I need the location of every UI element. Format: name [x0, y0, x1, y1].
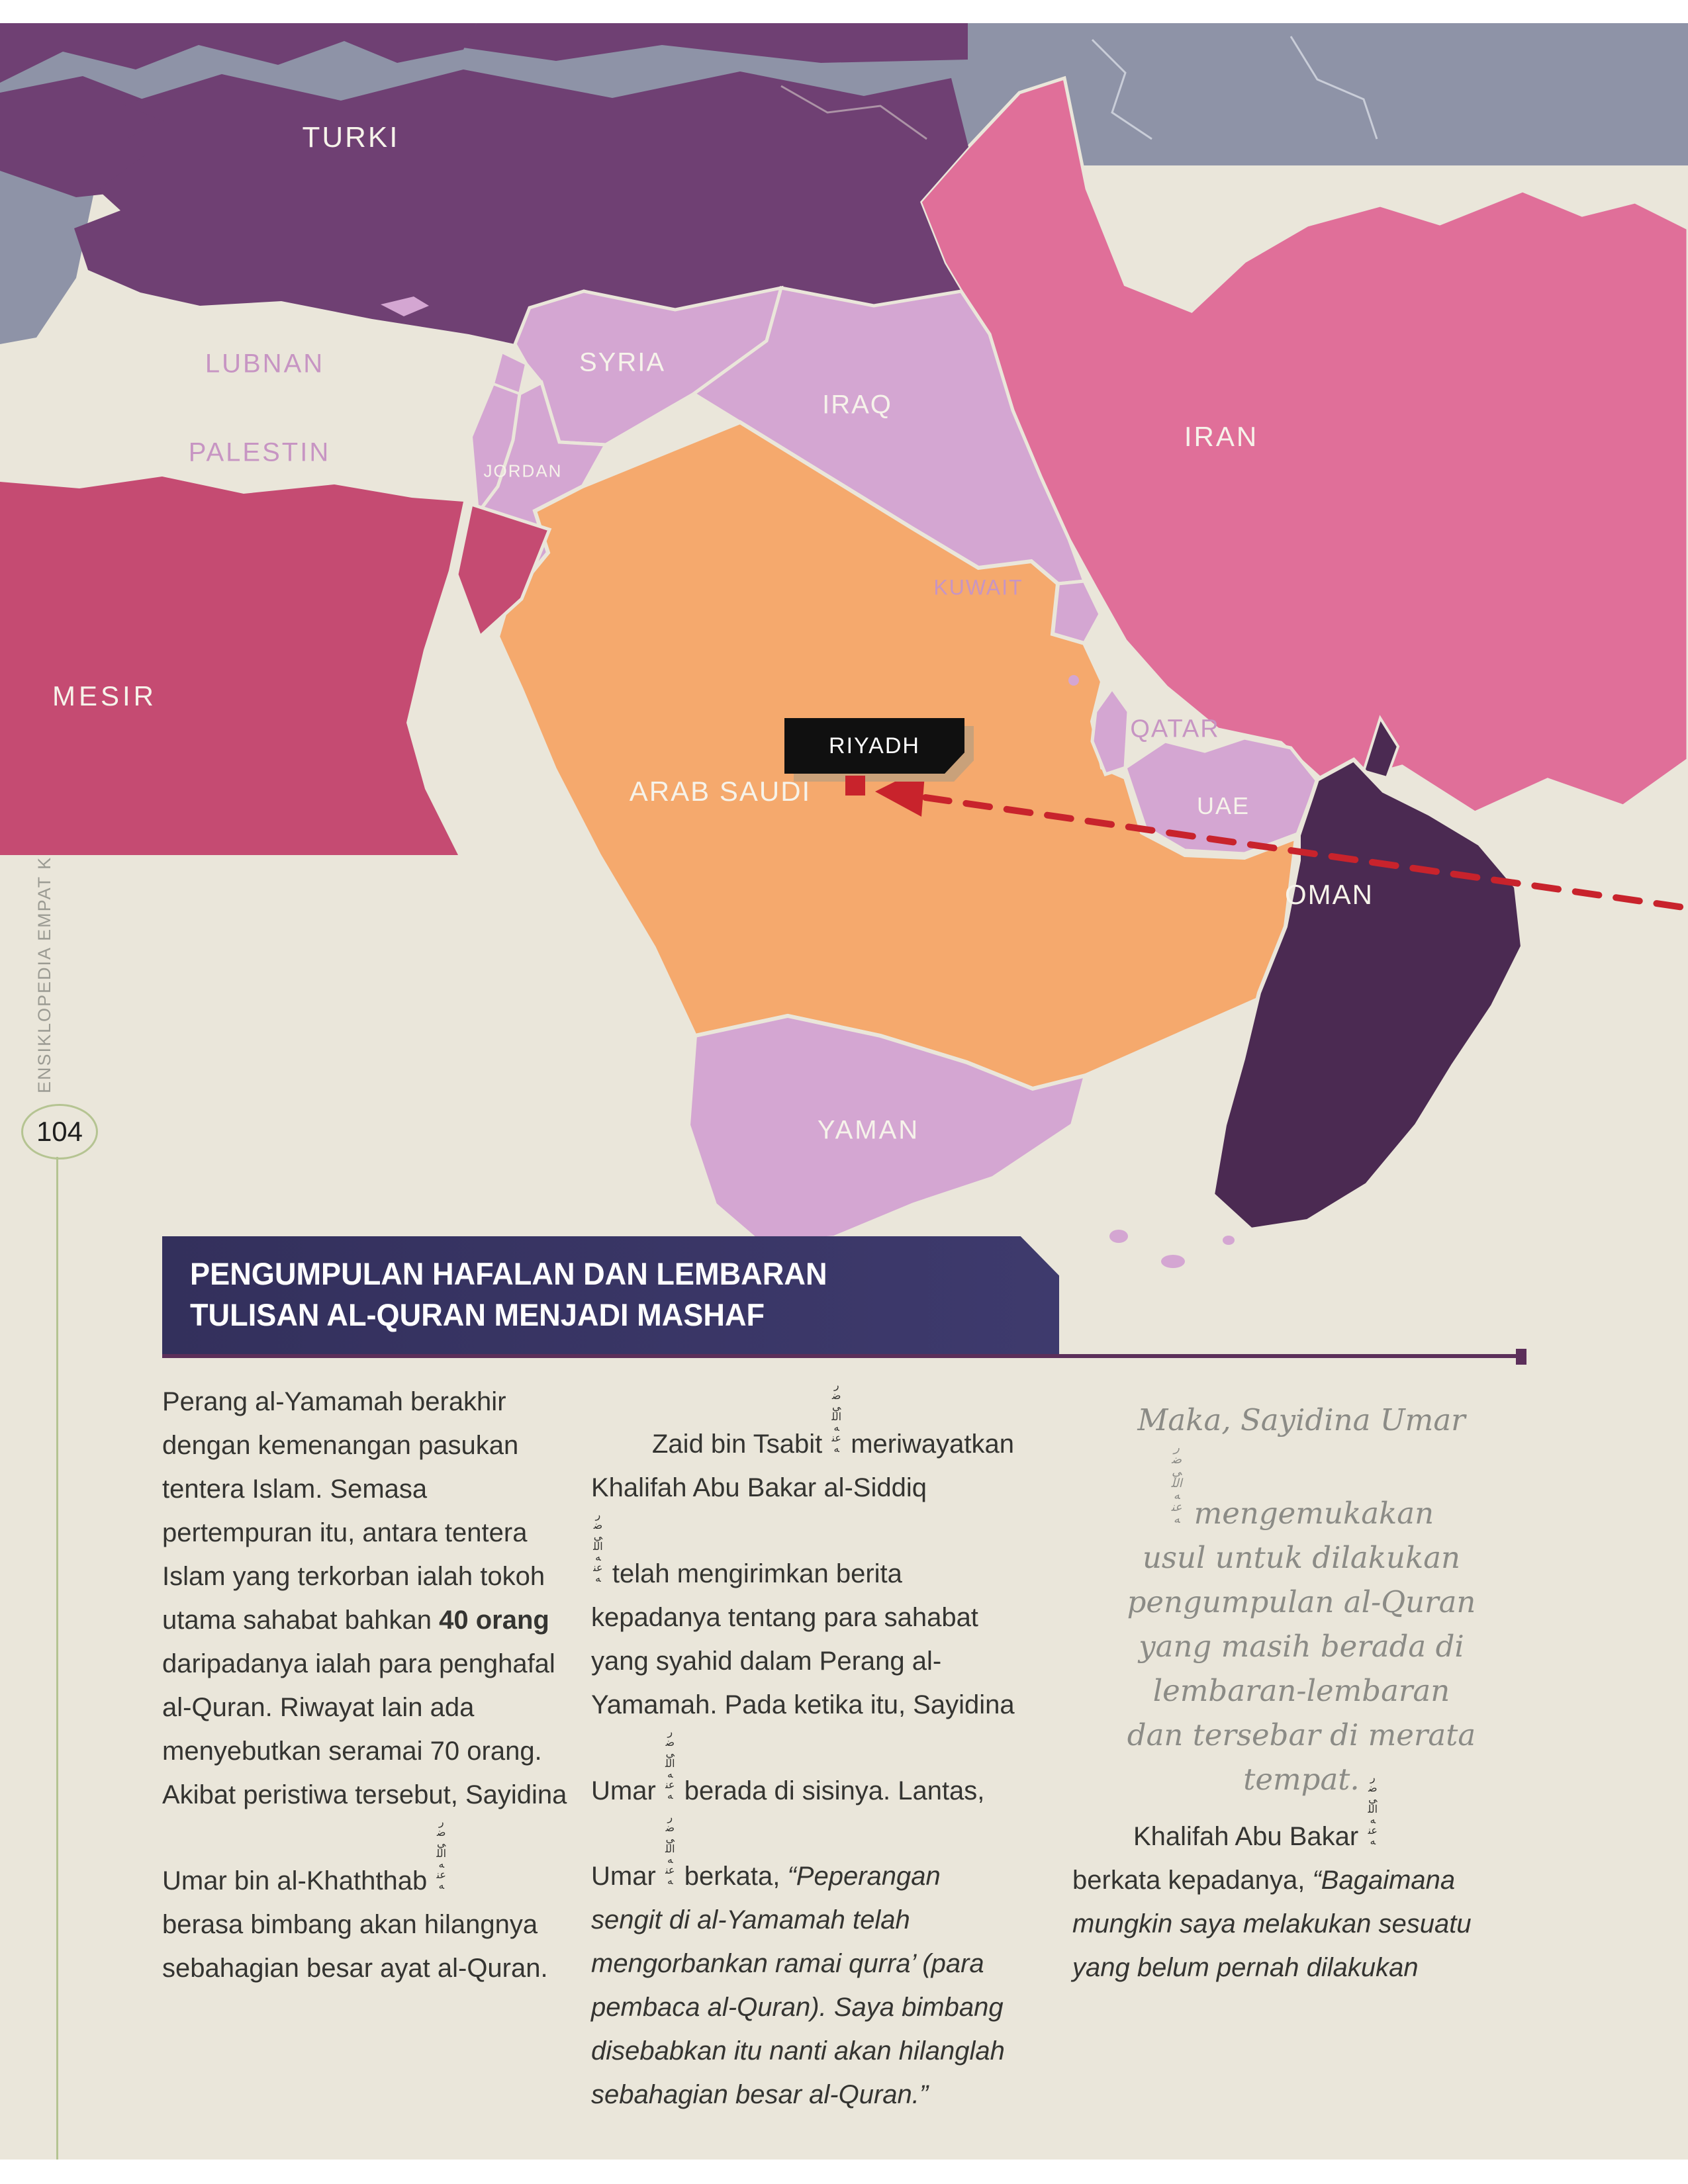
map-label-uae: UAE — [1196, 792, 1250, 819]
text-line: sebahagian besar ayat al-Quran. — [162, 1953, 548, 1983]
map-label-iran: IRAN — [1184, 421, 1259, 452]
map-label-mesir: MESIR — [52, 680, 158, 711]
riyadh-callout-label: RIYADH — [829, 733, 920, 758]
text-line: sebahagian besar al-Quran.” — [591, 2080, 929, 2110]
book-title-vertical: ENSIKLOPEDIA EMPAT K — [34, 856, 54, 1093]
country-oman — [1210, 757, 1525, 1232]
sea-aegean — [0, 165, 99, 344]
honorific-mark: رضي الله عنه — [593, 1508, 603, 1584]
text-line: lembaran-lembaran — [1152, 1672, 1450, 1708]
text-line: usul untuk dilakukan — [1142, 1539, 1461, 1575]
body-column-1: Perang al-Yamamah berakhir dengan kemenan… — [162, 1380, 599, 1990]
text-line: menyebutkan seramai 70 orang. — [162, 1737, 542, 1766]
egypt-sinai — [455, 502, 552, 640]
text-line: رضي الله عنه mengemukakan — [1072, 1442, 1530, 1535]
riyadh-marker-square — [845, 776, 865, 796]
map-label-arab-saudi: ARAB SAUDI — [629, 776, 812, 807]
riyadh-callout: RIYADH — [784, 718, 964, 774]
text-line: berasa bimbang akan hilangnya — [162, 1909, 538, 1939]
section-heading-line2: TULISAN AL-QURAN MENJADI MASHAF — [190, 1297, 765, 1332]
text-line: Umar رضي الله عنه berada di sisinya. Lan… — [591, 1725, 985, 1805]
text-line: dengan kemenangan pasukan — [162, 1431, 519, 1460]
map-label-kuwait: KUWAIT — [933, 575, 1023, 600]
map-label-palestin: PALESTIN — [188, 437, 331, 467]
balkans-land — [0, 23, 477, 83]
text-line: Maka, Sayidina Umar — [1137, 1402, 1466, 1437]
text-line: رضي الله عنه telah mengirimkan berita — [591, 1508, 1055, 1596]
text-line: Perang al-Yamamah berakhir — [162, 1387, 506, 1416]
country-yemen — [686, 1013, 1089, 1247]
map-label-oman: OMAN — [1285, 879, 1374, 910]
text-line: Khalifah Abu Bakar رضي الله عنه — [1072, 1772, 1536, 1858]
map-label-lubnan: LUBNAN — [205, 349, 325, 379]
text-line: pertempuran itu, antara tentera — [162, 1518, 528, 1547]
text-line: Akibat peristiwa tersebut, Sayidina — [162, 1780, 567, 1809]
map-label-syria: SYRIA — [579, 347, 666, 377]
map-label-yaman: YAMAN — [817, 1115, 920, 1145]
heading-horizontal-rule — [162, 1354, 1521, 1358]
text-line: utama sahabat bahkan 40 orang — [162, 1606, 549, 1635]
text-line: Islam yang terkorban ialah tokoh — [162, 1562, 545, 1591]
section-heading-banner: PENGUMPULAN HAFALAN DAN LEMBARAN TULISAN… — [162, 1236, 1059, 1355]
text-line: Umar رضي الله عنه berkata, “Peperangan — [591, 1811, 941, 1891]
text-line: tentera Islam. Semasa — [162, 1475, 428, 1504]
island-cyprus — [381, 296, 429, 316]
text-line: daripadanya ialah para penghafal — [162, 1649, 555, 1678]
text-line: kepadanya tentang para sahabat — [591, 1602, 978, 1632]
section-heading-line1: PENGUMPULAN HAFALAN DAN LEMBARAN — [190, 1256, 827, 1291]
map-label-qatar: QATAR — [1130, 715, 1220, 743]
text-line: mengorbankan ramai qurra’ (para — [591, 1949, 984, 1979]
body-column-2: Zaid bin Tsabit رضي الله عنه meriwayatka… — [591, 1380, 1055, 2116]
page-number: 104 — [36, 1116, 83, 1147]
turkey-border-squiggle — [780, 85, 927, 140]
map-label-jordan: JORDAN — [483, 461, 563, 481]
country-egypt — [0, 477, 463, 855]
pull-quote: Maka, Sayidina Umar رضي الله عنه mengemuk… — [1072, 1398, 1530, 1801]
text-line: berkata kepadanya, “Bagaimana — [1072, 1865, 1456, 1895]
text-line: disebabkan itu nanti akan hilanglah — [591, 2036, 1005, 2066]
map-label-iraq: IRAQ — [822, 390, 892, 420]
island-socotra-3 — [1223, 1236, 1235, 1245]
text-line: al-Quran. Riwayat lain ada — [162, 1693, 475, 1722]
sea-border-squiggle-2 — [1289, 36, 1378, 140]
island-socotra-1 — [1109, 1230, 1128, 1243]
honorific-mark: رضي الله عنه — [665, 1725, 675, 1801]
text-line: yang syahid dalam Perang al- — [591, 1646, 942, 1676]
text-line: pengumpulan al-Quran — [1127, 1584, 1476, 1619]
text-line: pembaca al-Quran). Saya bimbang — [591, 1993, 1004, 2023]
country-oman-musandam — [1362, 715, 1400, 780]
text-line: Khalifah Abu Bakar al-Siddiq — [591, 1473, 927, 1502]
middle-east-map — [0, 23, 1688, 1268]
body-column-3: Khalifah Abu Bakar رضي الله عنه berkata k… — [1072, 1772, 1536, 1989]
honorific-mark: رضي الله عنه — [1368, 1771, 1378, 1847]
riyadh-locator-dashed-line — [922, 794, 1688, 911]
text-line: sengit di al-Yamamah telah — [591, 1905, 910, 1935]
text-line: mungkin saya melakukan sesuatu — [1072, 1909, 1472, 1938]
island-bahrain — [1068, 675, 1079, 686]
island-socotra-2 — [1161, 1255, 1185, 1268]
text-line: Umar bin al-Khaththab رضي الله عنه — [162, 1817, 599, 1903]
honorific-mark: رضي الله عنه — [1171, 1441, 1182, 1526]
map-label-turki: TURKI — [302, 121, 400, 154]
text-line: Yamamah. Pada ketika itu, Sayidina — [591, 1690, 1015, 1719]
text-line: dan tersebar di merata — [1127, 1717, 1476, 1752]
honorific-mark: رضي الله عنه — [831, 1379, 842, 1455]
caucasus-strip — [463, 23, 968, 63]
text-line: tempat. — [1243, 1761, 1360, 1797]
text-line: yang belum pernah dilakukan — [1072, 1952, 1419, 1982]
text-line: Zaid bin Tsabit رضي الله عنه meriwayatka… — [652, 1379, 1014, 1459]
country-kuwait — [1051, 579, 1102, 645]
honorific-mark: رضي الله عنه — [665, 1811, 675, 1888]
text-line: yang masih berada di — [1139, 1628, 1464, 1664]
honorific-mark: رضي الله عنه — [436, 1815, 447, 1891]
heading-rule-end-square — [1516, 1349, 1526, 1365]
page-number-badge: 104 — [21, 1104, 98, 1160]
country-turkey — [74, 69, 968, 344]
margin-vertical-rule — [56, 1157, 58, 2160]
sea-border-squiggle-1 — [1091, 38, 1152, 140]
